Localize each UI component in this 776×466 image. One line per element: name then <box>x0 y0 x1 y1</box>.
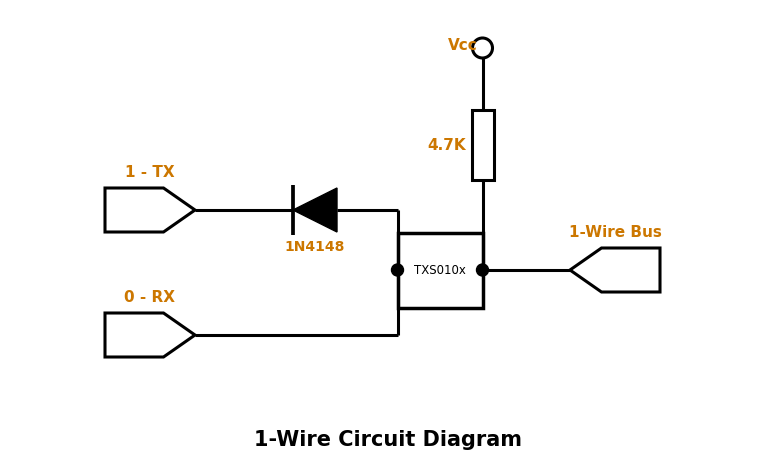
Circle shape <box>392 264 404 276</box>
Circle shape <box>476 264 489 276</box>
Text: 1-Wire Circuit Diagram: 1-Wire Circuit Diagram <box>254 430 522 450</box>
Text: 1-Wire Bus: 1-Wire Bus <box>569 225 661 240</box>
Text: TXS010x: TXS010x <box>414 263 466 276</box>
Text: Vcc: Vcc <box>448 39 477 54</box>
Bar <box>397 233 483 308</box>
Text: 0 - RX: 0 - RX <box>124 290 175 305</box>
Bar <box>472 110 494 180</box>
Text: 1N4148: 1N4148 <box>285 240 345 254</box>
Polygon shape <box>293 188 337 232</box>
Text: 4.7K: 4.7K <box>427 137 466 152</box>
Text: 1 - TX: 1 - TX <box>125 165 175 180</box>
